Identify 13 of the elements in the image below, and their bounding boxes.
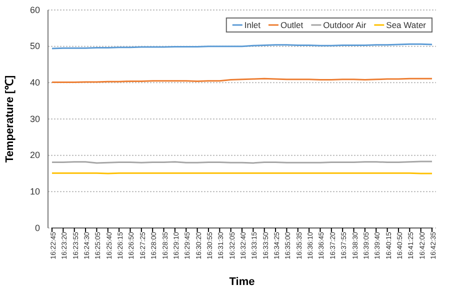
y-tick-label: 30 [30, 114, 40, 124]
legend-label: Outdoor Air [323, 20, 366, 30]
legend-label: Inlet [244, 20, 262, 30]
y-tick-label: 50 [30, 41, 40, 52]
legend-label: Sea Water [386, 20, 426, 30]
y-axis-title: Temperature [℃] [4, 75, 16, 163]
y-tick-label: 60 [30, 4, 40, 15]
legend-label: Outlet [280, 20, 304, 30]
y-tick-label: 20 [30, 150, 40, 160]
x-axis-title: Time [229, 276, 255, 288]
y-tick-label: 10 [30, 186, 40, 197]
y-tick-label: 40 [30, 78, 40, 88]
y-tick-label: 0 [34, 222, 40, 233]
